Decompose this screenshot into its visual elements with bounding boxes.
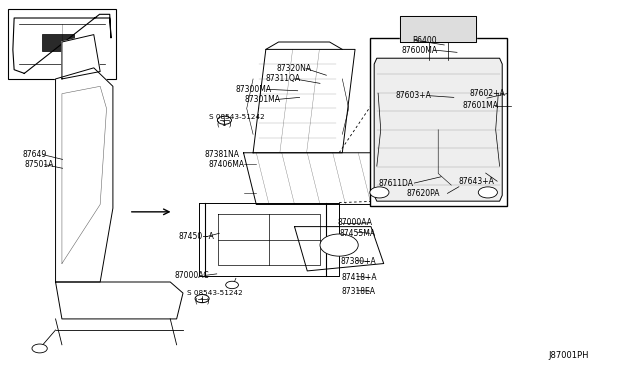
Text: 87450+A: 87450+A <box>179 232 214 241</box>
Text: 87380+A: 87380+A <box>340 257 376 266</box>
Polygon shape <box>62 35 100 79</box>
Text: 87318EA: 87318EA <box>342 287 376 296</box>
Text: 87601MA: 87601MA <box>462 101 498 110</box>
Polygon shape <box>56 282 183 319</box>
Polygon shape <box>374 58 502 201</box>
Text: 87620PA: 87620PA <box>406 189 440 198</box>
Text: 87406MA: 87406MA <box>209 160 244 169</box>
Polygon shape <box>253 49 355 153</box>
Text: 87603+A: 87603+A <box>395 91 431 100</box>
Text: 87501A: 87501A <box>24 160 54 169</box>
Text: 87643+A: 87643+A <box>459 177 495 186</box>
Text: 87311QA: 87311QA <box>265 74 300 83</box>
Text: J87001PH: J87001PH <box>548 350 589 360</box>
Text: 87602+A: 87602+A <box>470 89 506 98</box>
Bar <box>8 9 116 79</box>
Text: 87600MA: 87600MA <box>401 46 438 55</box>
Text: B6400: B6400 <box>412 36 437 45</box>
Circle shape <box>226 281 239 289</box>
Text: 87418+A: 87418+A <box>342 273 378 282</box>
Text: ( 1 ): ( 1 ) <box>217 121 231 127</box>
Text: 87300MA: 87300MA <box>236 85 272 94</box>
Circle shape <box>218 116 232 124</box>
Text: 87381NA: 87381NA <box>204 150 239 159</box>
Circle shape <box>370 187 389 198</box>
Circle shape <box>320 234 358 256</box>
Text: 87455MA: 87455MA <box>339 229 375 238</box>
Text: S 08543-51242: S 08543-51242 <box>188 290 243 296</box>
Text: S 08543-51242: S 08543-51242 <box>209 113 265 119</box>
Polygon shape <box>56 68 113 282</box>
Circle shape <box>32 344 47 353</box>
Text: 87000AA: 87000AA <box>338 218 373 227</box>
Text: 87320NA: 87320NA <box>276 64 312 73</box>
Text: 87301MA: 87301MA <box>245 95 281 104</box>
Text: 87611DA: 87611DA <box>379 179 413 187</box>
Polygon shape <box>199 203 339 276</box>
Bar <box>370 38 507 206</box>
Bar <box>42 34 74 51</box>
Text: 87649: 87649 <box>22 150 47 159</box>
Text: ( 1 ): ( 1 ) <box>195 297 210 304</box>
Text: 87000AC: 87000AC <box>175 271 209 280</box>
Polygon shape <box>244 153 384 205</box>
Circle shape <box>195 295 209 303</box>
Polygon shape <box>294 227 384 271</box>
Polygon shape <box>400 16 476 42</box>
Circle shape <box>478 187 497 198</box>
